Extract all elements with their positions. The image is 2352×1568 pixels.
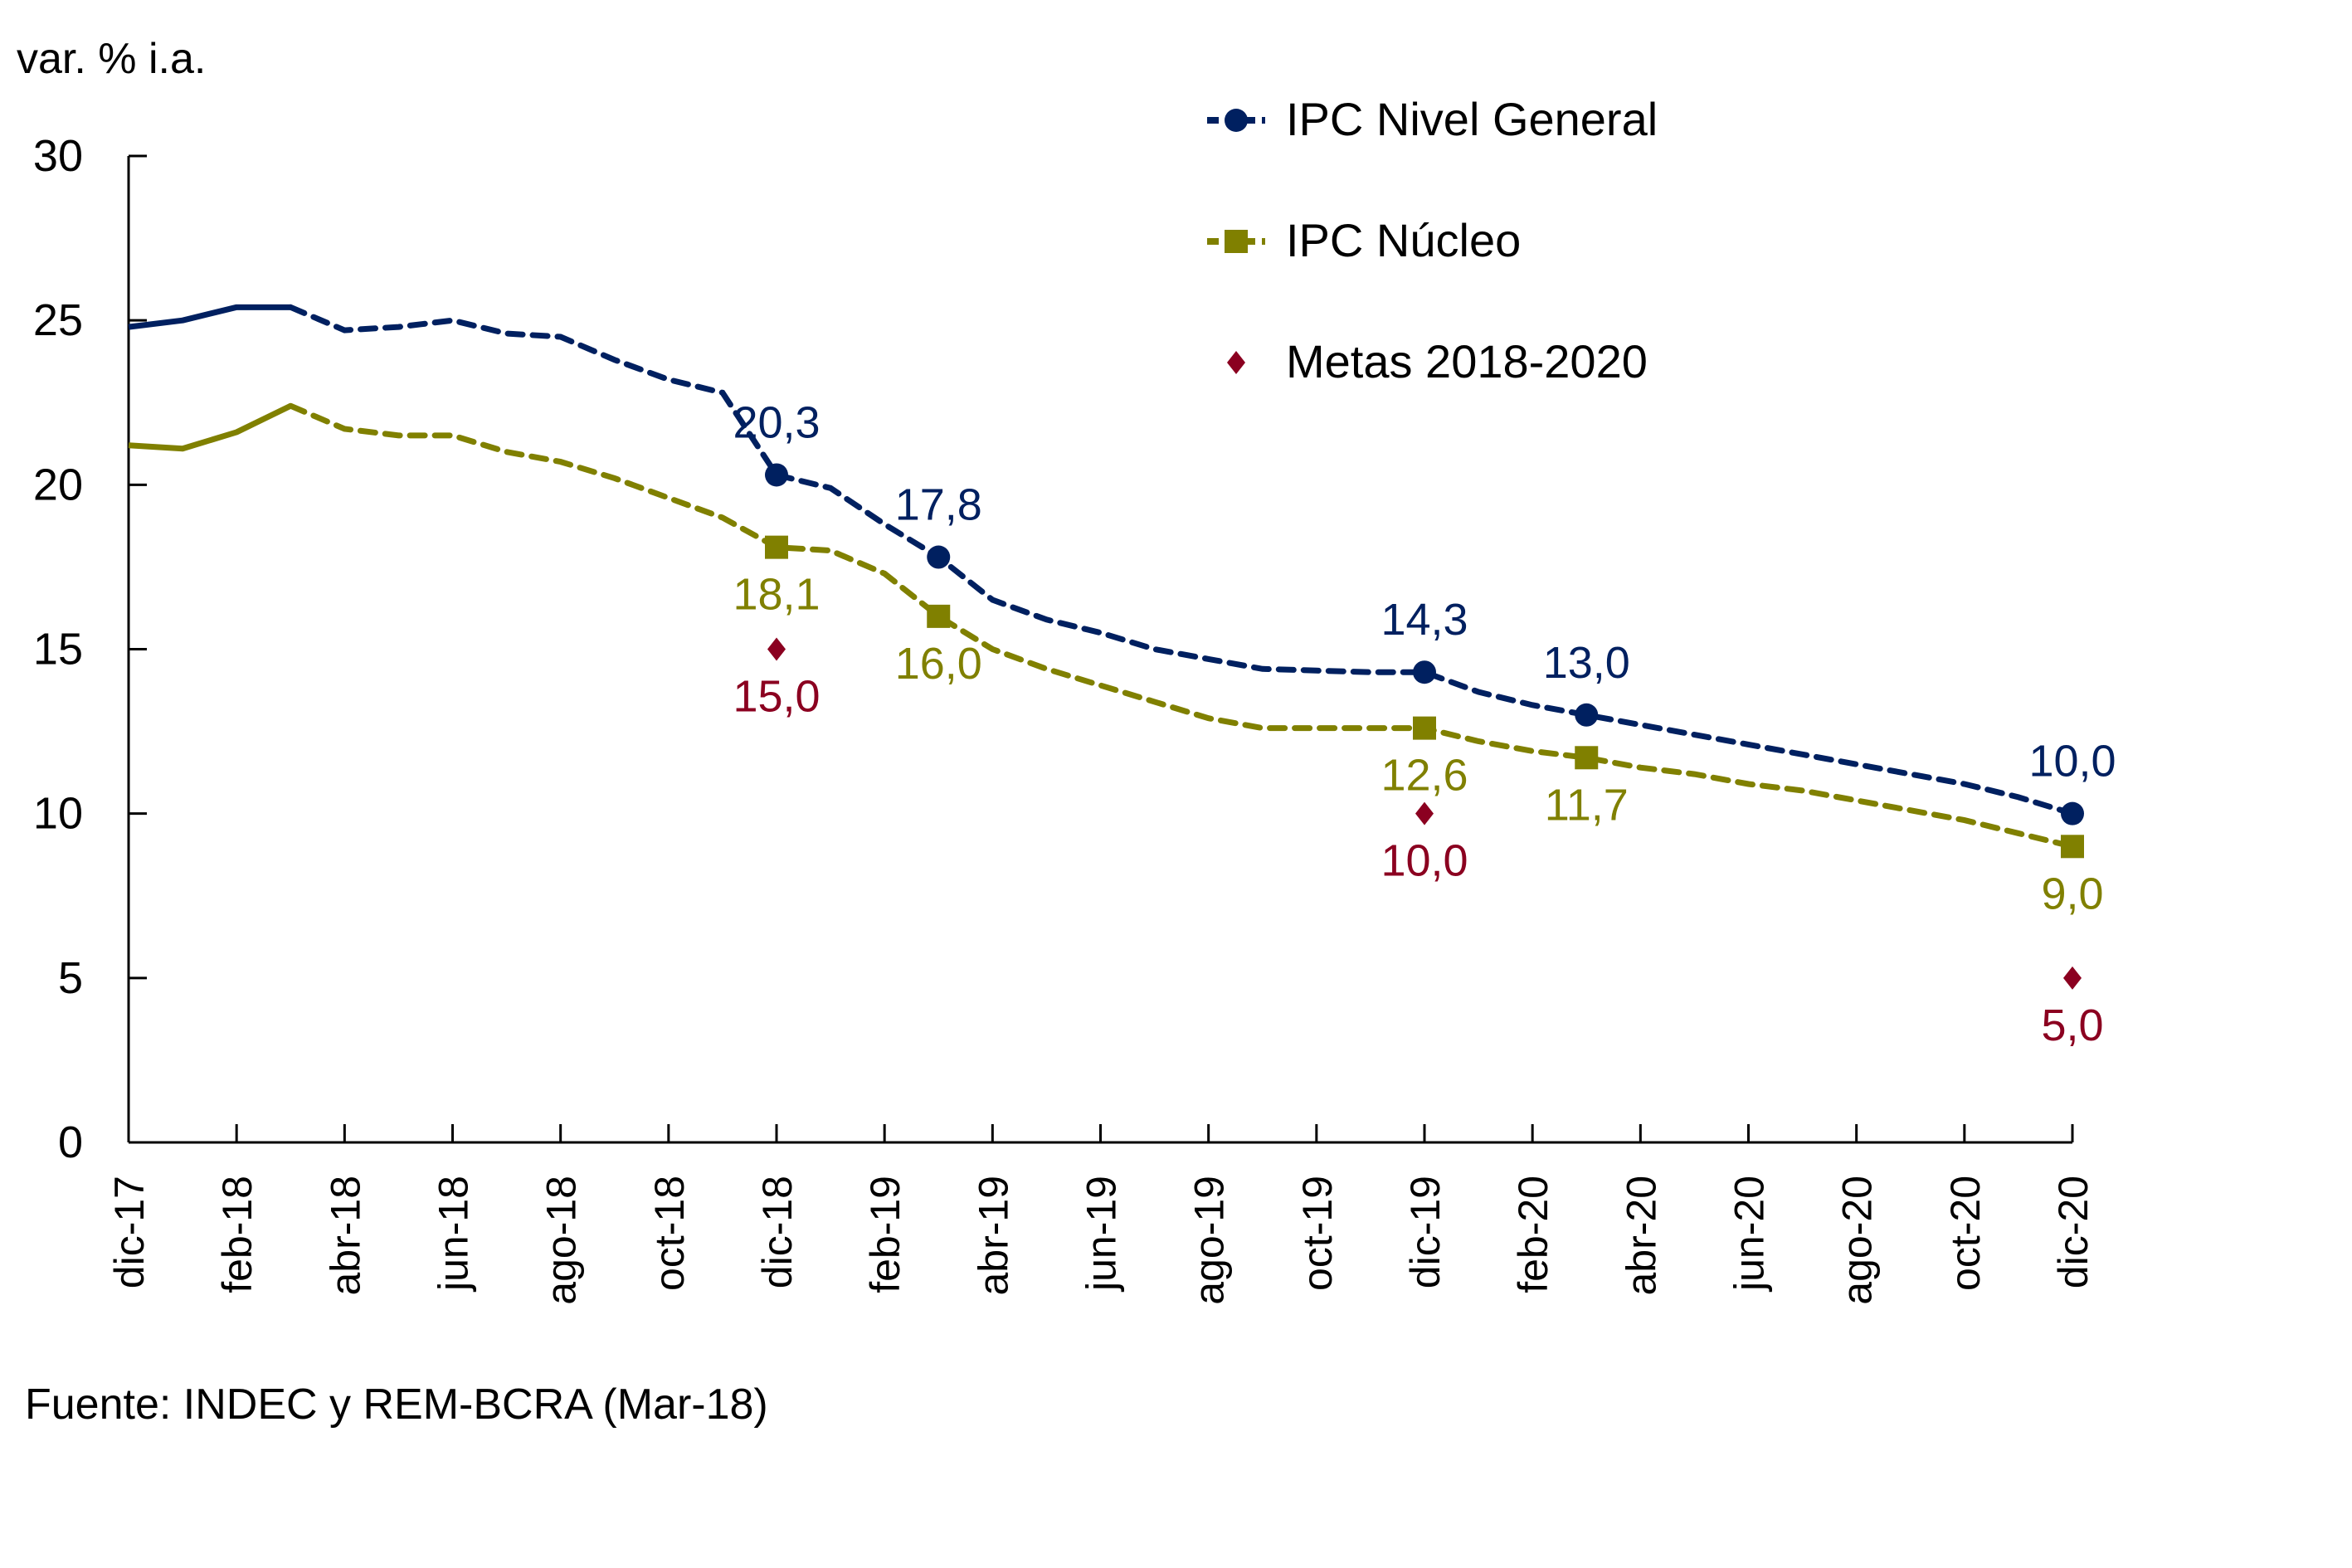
data-label: 14,3: [1381, 595, 1468, 645]
line-projected-square: [287, 402, 2076, 850]
x-tick-label: oct-19: [1294, 1176, 1341, 1291]
x-tick-label: feb-18: [214, 1176, 261, 1293]
data-label: 17,8: [895, 480, 982, 530]
square-marker: [765, 535, 788, 559]
x-tick-label: jun-19: [1079, 1176, 1125, 1293]
data-label: 10,0: [1381, 836, 1468, 886]
data-label: 15,0: [733, 672, 820, 722]
diamond-marker: [1415, 801, 1434, 825]
circle-marker: [927, 545, 951, 569]
x-tick-label: abr-19: [970, 1176, 1016, 1296]
circle-marker: [2061, 801, 2084, 825]
data-label: 5,0: [2041, 1001, 2103, 1050]
x-tick-label: dic-18: [754, 1176, 801, 1288]
y-tick-label: 25: [33, 295, 83, 345]
series-lines: [128, 304, 2076, 850]
data-label: 18,1: [733, 570, 820, 620]
x-tick-label: dic-19: [1402, 1176, 1449, 1288]
x-tick-label: dic-20: [2050, 1176, 2096, 1288]
square-marker: [927, 604, 951, 628]
series-markers: [765, 463, 2084, 990]
data-label: 13,0: [1543, 638, 1630, 688]
data-labels: 20,3 17,8 14,3 13,0 10,0 18,1 16,0 12,6 11,7 9,0 1…: [733, 397, 2116, 1049]
legend: IPC Nivel General IPC Núcleo Metas 2018-20…: [1207, 93, 1658, 387]
x-tick-label: ago-20: [1834, 1176, 1881, 1305]
legend-square-marker: [1225, 230, 1248, 253]
line-projected-circle: [287, 304, 2076, 817]
y-tick-label: 30: [33, 131, 83, 181]
legend-label: IPC Nivel General: [1286, 93, 1658, 145]
line-observed-square: [128, 403, 292, 452]
legend-circle-marker: [1225, 109, 1248, 132]
square-marker: [1413, 716, 1436, 740]
y-tick-label: 15: [33, 625, 83, 674]
data-label: 12,6: [1381, 751, 1468, 801]
x-tick-label: abr-18: [322, 1176, 368, 1296]
y-tick-label: 20: [33, 460, 83, 509]
source-note: Fuente: INDEC y REM-BCRA (Mar-18): [25, 1381, 768, 1429]
data-label: 16,0: [895, 639, 982, 689]
circle-marker: [1575, 703, 1599, 727]
x-tick-label: feb-20: [1510, 1176, 1556, 1293]
x-tick-label: feb-19: [862, 1176, 908, 1293]
x-tick-label: ago-19: [1186, 1176, 1233, 1305]
data-label: 10,0: [2028, 737, 2116, 786]
y-tick-label: 10: [33, 789, 83, 839]
square-marker: [1575, 746, 1599, 770]
x-tick-label: oct-20: [1942, 1176, 1989, 1291]
y-axis-label: var. % i.a.: [17, 35, 206, 83]
data-label: 9,0: [2041, 869, 2103, 918]
x-tick-label: jun-20: [1726, 1176, 1773, 1293]
legend-diamond-marker: [1227, 351, 1245, 374]
diamond-marker: [767, 637, 786, 661]
x-tick-label: dic-17: [106, 1176, 153, 1288]
data-label: 20,3: [733, 397, 820, 447]
x-tick-label: abr-20: [1618, 1176, 1664, 1296]
circle-marker: [1413, 660, 1436, 684]
x-tick-label: ago-18: [538, 1176, 585, 1305]
line-observed-circle: [128, 304, 291, 330]
square-marker: [2061, 835, 2084, 859]
circle-marker: [765, 463, 788, 487]
x-tick-label: jun-18: [431, 1176, 477, 1293]
legend-label: Metas 2018-2020: [1286, 335, 1648, 387]
diamond-marker: [2063, 966, 2082, 990]
x-tick-label: oct-18: [646, 1176, 693, 1291]
data-label: 11,7: [1545, 780, 1629, 830]
y-tick-label: 0: [58, 1118, 83, 1167]
axes: 0 5 10 15 20 25 30 dic-17 feb-18 abr-18 jun-18 ago-…: [33, 131, 2096, 1305]
y-tick-label: 5: [58, 953, 83, 1003]
legend-label: IPC Núcleo: [1286, 214, 1521, 266]
